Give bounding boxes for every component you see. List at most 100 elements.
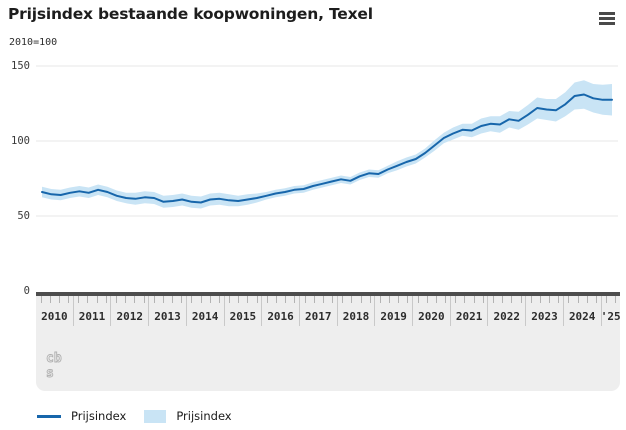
quarter-tick (58, 296, 60, 303)
quarter-tick (256, 296, 258, 303)
quarter-tick (115, 296, 117, 303)
timeline-range-bar[interactable] (36, 292, 620, 296)
timeline-year-label: 2018 (342, 310, 370, 323)
y-axis-label: 150 (11, 60, 30, 72)
quarter-tick (398, 296, 400, 303)
quarter-tick (49, 296, 51, 303)
svg-text:cb: cb (46, 351, 62, 366)
quarter-tick (332, 296, 334, 303)
quarter-tick (218, 296, 220, 303)
quarter-tick (191, 296, 193, 303)
quarter-tick (530, 296, 532, 303)
timeline-year-label: 2023 (531, 310, 558, 323)
quarter-tick (511, 296, 513, 303)
quarter-tick (313, 296, 315, 303)
timeline-year-label: 2011 (78, 310, 106, 323)
timeline-year-cell: 2013 (148, 296, 186, 326)
quarter-tick (493, 296, 495, 303)
quarter-tick (275, 296, 277, 303)
quarter-tick (435, 296, 437, 303)
quarter-tick (360, 296, 362, 303)
quarter-tick (96, 296, 98, 303)
quarter-tick (342, 296, 344, 303)
quarter-tick (285, 296, 287, 303)
y-axis-label: 100 (11, 135, 30, 147)
timeline-year-label: 2024 (568, 310, 596, 323)
timeline-year-cell: 2016 (261, 296, 299, 326)
line-swatch (37, 414, 61, 418)
y-axis-label: 0 (23, 285, 30, 297)
timeline-year-cell: 2018 (336, 296, 375, 326)
timeline-year-label: 2019 (380, 310, 407, 323)
quarter-tick (351, 296, 353, 303)
timeline-year-cell: 2020 (412, 296, 450, 326)
quarter-tick (539, 296, 541, 303)
quarter-tick (379, 296, 381, 303)
timeline-panel: 2010 2011 2012 2013 2014 2015 2016 2017 2018 2019… (36, 292, 621, 391)
legend-label: Prijsindex (176, 409, 232, 423)
quarter-tick (606, 296, 608, 303)
timeline-year-cell: 2017 (298, 296, 337, 326)
quarter-tick (464, 296, 466, 303)
timeline-year-label: 2013 (154, 310, 181, 323)
legend: Prijsindex Prijsindex (37, 409, 232, 423)
quarter-tick (125, 296, 127, 303)
timeline-year-label: 2015 (229, 310, 257, 323)
confidence-band (42, 80, 612, 209)
timeline-year-cell: 2011 (72, 296, 111, 326)
timeline-year-label: 2014 (191, 310, 219, 323)
quarter-tick (87, 296, 89, 303)
timeline-year-label: 2012 (116, 310, 144, 323)
legend-item-line[interactable]: Prijsindex (37, 409, 126, 423)
quarter-tick (162, 296, 164, 303)
quarter-tick (369, 296, 371, 303)
quarter-tick (577, 296, 579, 303)
quarter-tick (389, 296, 391, 303)
quarter-tick (181, 296, 183, 303)
chart-subtitle: 2010=100 (9, 37, 58, 48)
quarter-tick (417, 296, 419, 303)
timeline-year-cell: 2024 (562, 296, 601, 326)
quarter-tick (143, 296, 145, 303)
timeline-year-cell: 2010 (36, 296, 73, 326)
menu-button[interactable] (599, 12, 615, 27)
quarter-tick (78, 296, 80, 303)
timeline-year-cell: 2015 (223, 296, 262, 326)
quarter-tick (40, 296, 42, 303)
legend-label: Prijsindex (71, 409, 127, 423)
quarter-tick (304, 296, 306, 303)
quarter-tick (595, 296, 597, 303)
timeline-year-label: 2016 (267, 310, 294, 323)
quarter-tick (482, 296, 484, 303)
quarter-tick (586, 296, 588, 303)
timeline-year-cell: 2012 (110, 296, 148, 326)
timeline-year-cell: 2014 (185, 296, 224, 326)
quarter-tick (558, 296, 560, 303)
timeline-slider[interactable]: 2010 2011 2012 2013 2014 2015 2016 2017 2018 2019… (36, 296, 621, 326)
quarter-tick (209, 296, 211, 303)
quarter-tick (473, 296, 475, 303)
line-chart-svg[interactable] (0, 0, 626, 292)
quarter-tick (407, 296, 409, 303)
hamburger-icon (599, 12, 615, 25)
legend-item-band[interactable]: Prijsindex (144, 409, 232, 423)
quarter-tick (153, 296, 155, 303)
quarter-tick (445, 296, 447, 303)
quarter-tick (200, 296, 202, 303)
quarter-tick (134, 296, 136, 303)
timeline-year-cell: 2022 (487, 296, 525, 326)
quarter-tick (68, 296, 70, 303)
quarter-tick (247, 296, 249, 303)
chart-area[interactable]: 150 100 50 0 (0, 0, 626, 297)
quarter-tick (455, 296, 457, 303)
quarter-tick (549, 296, 551, 303)
quarter-tick (266, 296, 268, 303)
quarter-tick (322, 296, 324, 303)
timeline-year-label: 2020 (418, 310, 445, 323)
y-axis-label: 50 (17, 210, 30, 222)
quarter-tick (238, 296, 240, 303)
cbs-logo: cb s (45, 349, 71, 388)
quarter-tick (520, 296, 522, 303)
timeline-year-label: 2017 (305, 310, 332, 323)
